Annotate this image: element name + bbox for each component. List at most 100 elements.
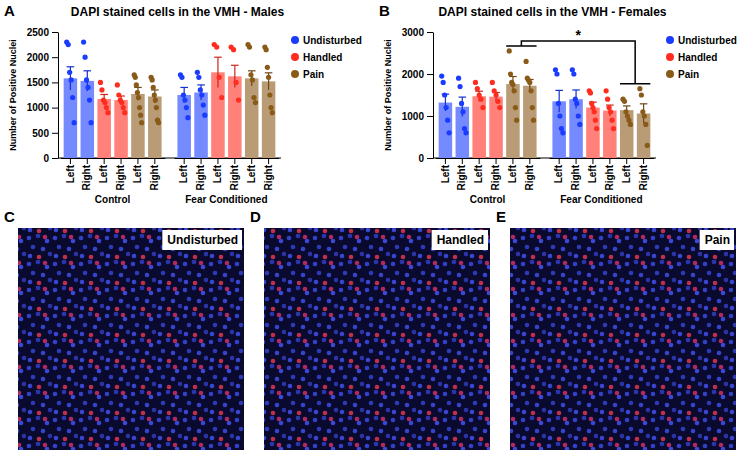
x-tick: Right xyxy=(195,158,206,191)
x-tick-mark xyxy=(529,158,530,164)
x-tick-label: Left xyxy=(587,164,598,183)
y-tick: 2000 xyxy=(402,69,433,80)
error-bar-cap xyxy=(459,96,467,97)
x-tick-label: Left xyxy=(246,164,257,183)
error-bar xyxy=(475,91,483,101)
error-bar-cap xyxy=(180,87,188,88)
x-axis: LeftRightLeftRightLeftRight xyxy=(61,158,166,191)
group-label: Control xyxy=(95,194,131,205)
x-tick: Left xyxy=(246,158,257,183)
y-tick: 1000 xyxy=(402,111,433,122)
data-point xyxy=(156,120,161,125)
chart-title: DAPI stained cells in the VMH - Females xyxy=(438,5,666,19)
data-point xyxy=(115,82,120,87)
data-point xyxy=(490,80,495,85)
data-point xyxy=(524,59,529,64)
data-point xyxy=(475,86,480,91)
micrograph xyxy=(18,228,244,450)
x-tick-label: Right xyxy=(115,164,126,190)
data-point xyxy=(531,118,536,123)
error-bar xyxy=(197,85,205,100)
y-tick-mark xyxy=(52,57,58,58)
y-tick-label: 500 xyxy=(32,128,49,139)
legend-item: Handled xyxy=(666,52,717,63)
x-tick-mark xyxy=(496,158,497,164)
data-point xyxy=(456,76,461,81)
y-tick-label: 0 xyxy=(418,153,424,164)
x-tick-label: Right xyxy=(570,164,581,190)
x-axis: LeftRightLeftRightLeftRight xyxy=(436,158,541,191)
bar xyxy=(228,76,242,158)
legend-item: Pain xyxy=(291,69,324,80)
x-tick-mark xyxy=(512,158,513,164)
data-point xyxy=(268,105,273,110)
data-point xyxy=(217,75,222,80)
data-point xyxy=(153,97,158,102)
image-label: Undisturbed xyxy=(167,233,238,247)
x-tick: Right xyxy=(490,158,501,191)
data-point xyxy=(594,126,599,131)
bar xyxy=(245,78,259,158)
data-point xyxy=(608,109,613,114)
x-tick: Left xyxy=(507,158,518,183)
data-point xyxy=(267,92,272,97)
legend-symbol xyxy=(666,36,674,44)
data-point xyxy=(116,92,121,97)
data-point xyxy=(199,92,204,97)
x-tick: Right xyxy=(638,158,649,191)
y-tick: 1500 xyxy=(27,77,58,88)
image-label: Pain xyxy=(705,233,730,247)
data-point xyxy=(134,82,139,87)
x-tick-mark xyxy=(592,158,593,164)
legend-label: Pain xyxy=(303,69,324,80)
x-tick-label: Left xyxy=(212,164,223,183)
data-point xyxy=(460,109,465,114)
data-point xyxy=(560,130,565,135)
x-tick-mark xyxy=(445,158,446,164)
x-tick-mark xyxy=(268,158,269,164)
error-bar xyxy=(248,71,256,86)
data-point xyxy=(480,105,485,110)
x-tick: Right xyxy=(263,158,274,191)
data-point xyxy=(152,92,157,97)
data-point xyxy=(592,109,597,114)
bar xyxy=(603,111,617,158)
bar xyxy=(194,92,208,158)
data-point xyxy=(69,77,74,82)
data-point xyxy=(248,72,253,77)
data-point xyxy=(133,75,138,80)
x-tick-label: Right xyxy=(81,164,92,190)
legend-symbol xyxy=(666,70,674,78)
x-tick: Right xyxy=(456,158,467,191)
data-point xyxy=(247,45,252,50)
data-point xyxy=(473,80,478,85)
error-bar-cap xyxy=(265,72,273,73)
x-tick-label: Right xyxy=(149,164,160,190)
data-point xyxy=(577,122,582,127)
legend-item: Pain xyxy=(666,69,699,80)
data-point xyxy=(201,102,206,107)
data-point xyxy=(637,86,642,91)
error-bar xyxy=(67,67,75,90)
x-tick-label: Right xyxy=(229,164,240,190)
x-tick: Left xyxy=(473,158,484,183)
bar xyxy=(586,108,600,158)
data-point xyxy=(102,100,107,105)
bar xyxy=(64,78,78,158)
data-point xyxy=(87,97,92,102)
legend-label: Handled xyxy=(678,52,717,63)
data-point xyxy=(493,92,498,97)
error-bar xyxy=(84,71,92,91)
bar xyxy=(620,110,634,158)
data-point xyxy=(463,130,468,135)
data-point xyxy=(642,113,647,118)
error-bar xyxy=(214,57,222,87)
data-point xyxy=(514,118,519,123)
y-axis: 05001000150020002500 xyxy=(27,27,59,164)
group-label: Fear Conditioned xyxy=(185,194,267,205)
x-tick: Right xyxy=(149,158,160,191)
x-tick-mark xyxy=(121,158,122,164)
x-tick: Left xyxy=(212,158,223,183)
legend-item: Undisturbed xyxy=(291,35,362,46)
y-tick-label: 2000 xyxy=(27,52,50,63)
